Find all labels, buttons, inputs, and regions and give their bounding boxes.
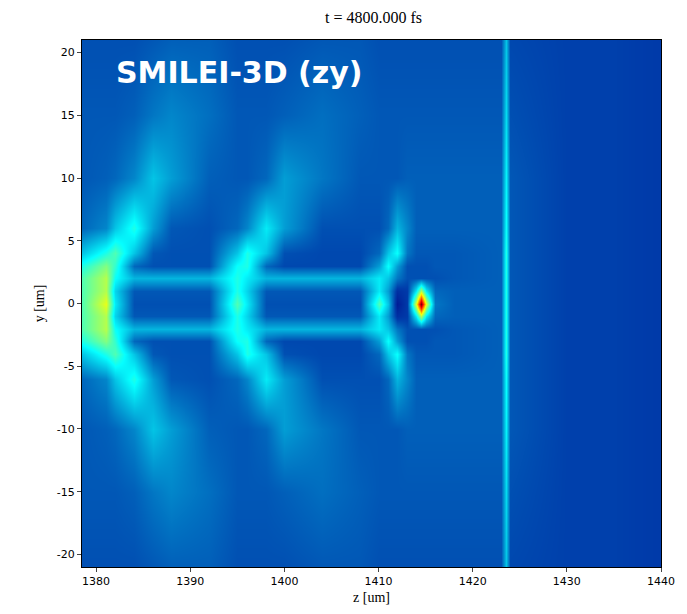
svg-text:-20: -20	[57, 548, 75, 561]
svg-text:1390: 1390	[176, 575, 204, 588]
svg-text:-15: -15	[57, 486, 75, 499]
svg-text:1410: 1410	[365, 575, 393, 588]
svg-text:1440: 1440	[647, 575, 675, 588]
svg-text:0: 0	[68, 297, 75, 310]
svg-text:-5: -5	[64, 360, 75, 373]
svg-text:y [um]: y [um]	[32, 285, 47, 323]
svg-text:-10: -10	[57, 423, 75, 436]
svg-text:SMILEI-3D (zy): SMILEI-3D (zy)	[116, 55, 363, 90]
svg-text:1420: 1420	[459, 575, 487, 588]
svg-text:1430: 1430	[553, 575, 581, 588]
svg-text:20: 20	[61, 46, 75, 59]
svg-text:z [um]: z [um]	[353, 590, 390, 605]
svg-text:10: 10	[61, 172, 75, 185]
svg-text:5: 5	[68, 235, 75, 248]
svg-text:1400: 1400	[270, 575, 298, 588]
svg-text:1380: 1380	[82, 575, 110, 588]
svg-text:15: 15	[61, 109, 75, 122]
svg-text:t = 4800.000 fs: t = 4800.000 fs	[325, 9, 422, 26]
